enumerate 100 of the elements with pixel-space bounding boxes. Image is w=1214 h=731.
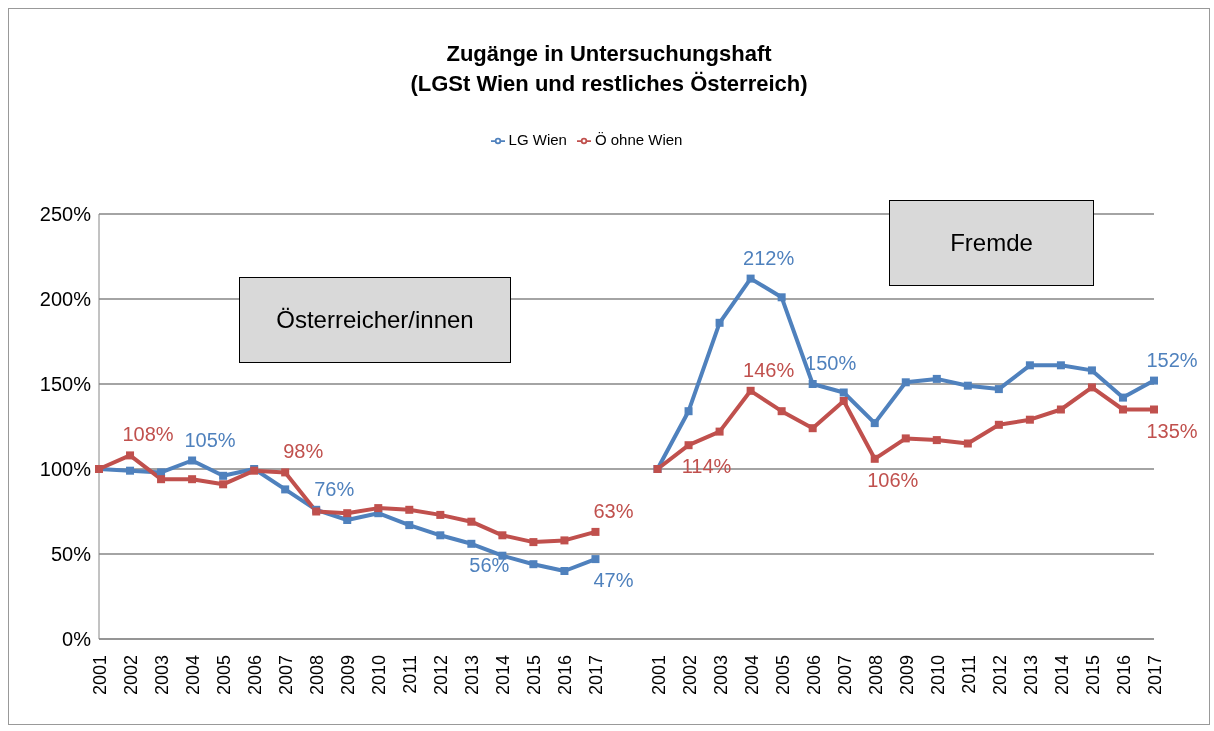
data-label: 105% [184, 428, 236, 451]
point [808, 424, 817, 433]
y-tick-label: 150% [39, 373, 92, 396]
x-tick-label: 2013 [462, 655, 483, 696]
point [901, 378, 910, 387]
x-tick-label: 2009 [338, 655, 359, 696]
point [963, 381, 972, 390]
point [777, 407, 786, 416]
data-label: 106% [867, 468, 919, 491]
data-label: 76% [314, 477, 355, 500]
point [746, 386, 755, 395]
y-tick-label: 100% [39, 458, 92, 481]
x-tick-label: 2006 [803, 655, 824, 696]
y-tick-label: 250% [39, 203, 92, 226]
point [467, 517, 476, 526]
x-tick-label: 2016 [555, 655, 576, 696]
point [126, 451, 135, 460]
x-tick-label: 2002 [121, 655, 142, 696]
point [560, 536, 569, 545]
x-tick-label: 2003 [152, 655, 173, 696]
x-tick-label: 2008 [865, 655, 886, 696]
point [1118, 393, 1127, 402]
x-tick-label: 2003 [710, 655, 731, 696]
text-box: Fremde [889, 200, 1094, 286]
data-label: 114% [681, 455, 732, 478]
x-tick-label: 2002 [679, 655, 700, 696]
x-tick-label: 2001 [648, 655, 669, 696]
y-tick-label: 0% [62, 628, 92, 651]
point [932, 374, 941, 383]
data-label: 212% [743, 246, 795, 269]
point [498, 531, 507, 540]
data-label: 56% [469, 553, 510, 576]
point [405, 521, 414, 530]
point [994, 420, 1003, 429]
point [1150, 405, 1158, 414]
point [932, 436, 941, 445]
point [715, 427, 724, 436]
point [1056, 361, 1065, 370]
point [746, 274, 755, 283]
legend-label: Ö ohne Wien [594, 131, 683, 148]
point [870, 419, 879, 428]
point [1118, 405, 1127, 414]
text-box: Österreicher/innen [239, 277, 511, 363]
point [808, 380, 817, 388]
point [188, 475, 197, 484]
data-label: 146% [743, 358, 795, 381]
point [839, 397, 848, 405]
point [219, 471, 228, 480]
point [839, 388, 848, 397]
x-tick-label: 2016 [1113, 655, 1134, 696]
data-label: 108% [122, 423, 174, 446]
x-tick-label: 2013 [1020, 655, 1041, 696]
x-tick-label: 2017 [586, 655, 607, 696]
legend-label: LG Wien [508, 131, 567, 148]
point [436, 531, 445, 540]
x-tick-label: 2005 [214, 655, 235, 696]
point [436, 510, 445, 519]
x-tick-label: 2011 [958, 655, 979, 694]
point [1087, 366, 1096, 375]
data-label: 152% [1146, 348, 1198, 371]
chart-title: Zugänge in Untersuchungshaft (LGSt Wien und restliches Österreich) [409, 40, 809, 98]
x-tick-label: 2017 [1145, 655, 1165, 696]
data-label: 135% [1146, 419, 1198, 442]
point [188, 456, 197, 465]
point [715, 318, 724, 327]
y-tick-label: 50% [50, 543, 92, 566]
point [281, 468, 290, 477]
point [1025, 415, 1034, 424]
x-tick-label: 2001 [90, 655, 110, 696]
x-tick-label: 2010 [369, 655, 390, 696]
point [405, 505, 414, 514]
x-tick-label: 2004 [741, 655, 762, 696]
x-tick-label: 2008 [307, 655, 328, 696]
x-tick-label: 2004 [183, 655, 204, 696]
point [684, 441, 693, 450]
point [529, 538, 538, 547]
point [963, 439, 972, 448]
point [529, 560, 538, 569]
point [777, 293, 786, 302]
y-tick-label: 200% [39, 288, 92, 311]
point [374, 504, 383, 513]
x-tick-label: 2012 [989, 655, 1010, 696]
point [1056, 405, 1065, 414]
point [157, 475, 166, 484]
point [591, 527, 600, 536]
point [1087, 383, 1096, 392]
x-tick-label: 2010 [927, 655, 948, 696]
x-tick-label: 2014 [493, 655, 514, 696]
x-tick-label: 2009 [896, 655, 917, 696]
x-tick-label: 2014 [1051, 655, 1072, 696]
x-tick-label: 2005 [772, 655, 793, 696]
point [1150, 376, 1158, 385]
x-tick-label: 2012 [431, 655, 452, 696]
x-tick-label: 2015 [524, 655, 545, 696]
point [281, 485, 290, 494]
x-tick-label: 2015 [1082, 655, 1103, 696]
x-tick-label: 2007 [276, 655, 297, 696]
point [219, 480, 228, 489]
point [591, 555, 600, 564]
point [994, 385, 1003, 394]
